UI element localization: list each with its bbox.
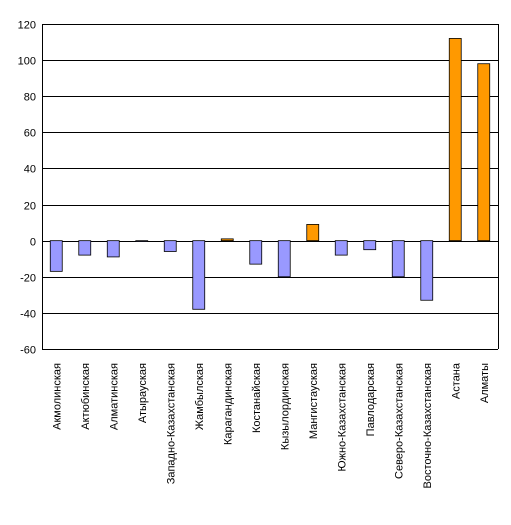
bar (448, 38, 462, 242)
y-tick-label: 80 (24, 92, 36, 104)
category-label: Западно-Казахстанская (165, 363, 177, 484)
y-tick-label: 120 (18, 20, 36, 32)
y-tick-label: 20 (24, 201, 36, 213)
category-label: Астана (450, 362, 462, 399)
category-labels: Акмолинская Актюбинская Алматинская Атыраус… (51, 362, 491, 488)
category-label: Восточно-Казахстанская (422, 363, 434, 489)
category-label: Кызылординская (279, 363, 291, 450)
bar (477, 63, 491, 242)
bar (277, 240, 291, 278)
bar (220, 238, 234, 242)
category-label: Алматинская (108, 363, 120, 430)
y-tick-label: 40 (24, 164, 36, 176)
category-label: Карагандинская (222, 363, 234, 445)
grid-lines (42, 24, 498, 350)
bar (78, 240, 92, 256)
bar (192, 240, 206, 310)
bar (391, 240, 405, 278)
bar (106, 240, 120, 258)
category-label: Жамбылская (194, 363, 206, 430)
bar (249, 240, 263, 265)
category-label: Северо-Казахстанская (393, 363, 405, 479)
bars (49, 38, 491, 310)
category-label: Атырауская (137, 363, 149, 423)
bar (135, 240, 149, 242)
y-tick-label: -40 (20, 309, 36, 321)
bar (163, 240, 177, 252)
y-tick-label: 60 (24, 128, 36, 140)
bar (306, 224, 320, 242)
axes (42, 24, 499, 349)
y-tick-label: 100 (18, 56, 36, 68)
bar (420, 240, 434, 301)
category-label: Южно-Казахстанская (336, 363, 348, 472)
y-tick-label: 0 (30, 237, 36, 249)
y-tick-label: -60 (20, 345, 36, 357)
category-label: Костанайская (251, 363, 263, 433)
category-label: Мангистауская (308, 363, 320, 439)
y-axis-tick-labels: -60 -40 -20 0 20 40 60 80 100 120 (18, 20, 36, 357)
category-label: Акмолинская (51, 363, 63, 430)
y-tick-label: -20 (20, 273, 36, 285)
category-label: Алматы (479, 363, 491, 403)
bar (363, 240, 377, 251)
bar (334, 240, 348, 256)
bar (49, 240, 63, 272)
category-label: Актюбинская (80, 363, 92, 430)
category-label: Павлодарская (365, 363, 377, 436)
